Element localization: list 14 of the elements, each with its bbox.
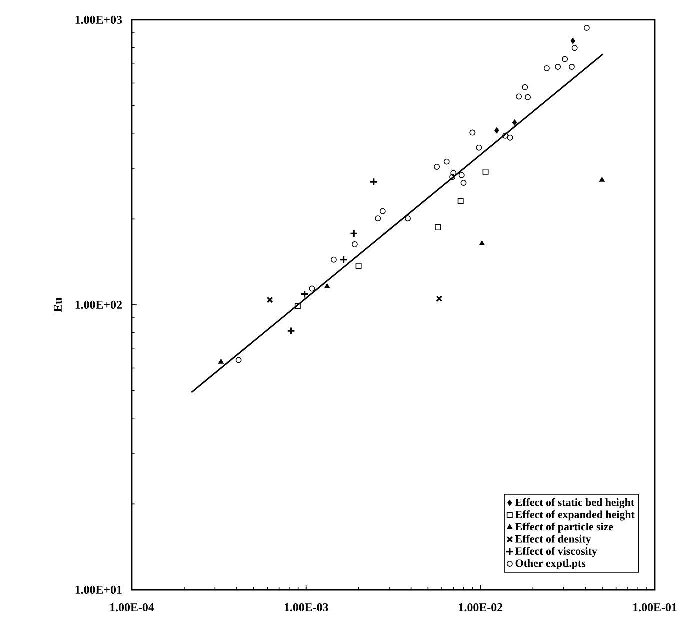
y-tick-label: 1.00E+02 (76, 300, 122, 310)
legend-label: Effect of density (515, 535, 592, 546)
x-tick-label: 1.00E-04 (110, 603, 154, 612)
legend-label: Effect of viscosity (515, 547, 598, 558)
legend-label: Effect of particle size (515, 522, 614, 533)
legend-label: Effect of static bed height (515, 498, 635, 509)
y-tick-label: 1.00E+03 (76, 16, 122, 24)
legend-label: Effect of expanded height (515, 510, 635, 521)
x-tick-label: 1.00E-01 (634, 603, 677, 612)
x-tick-label: 1.00E-02 (459, 603, 503, 612)
y-axis-title: Eu (54, 298, 62, 312)
y-tick-label: 1.00E+01 (76, 586, 122, 594)
legend-label: Other exptl.pts (516, 559, 586, 570)
x-tick-label: 1.00E-03 (284, 603, 328, 612)
